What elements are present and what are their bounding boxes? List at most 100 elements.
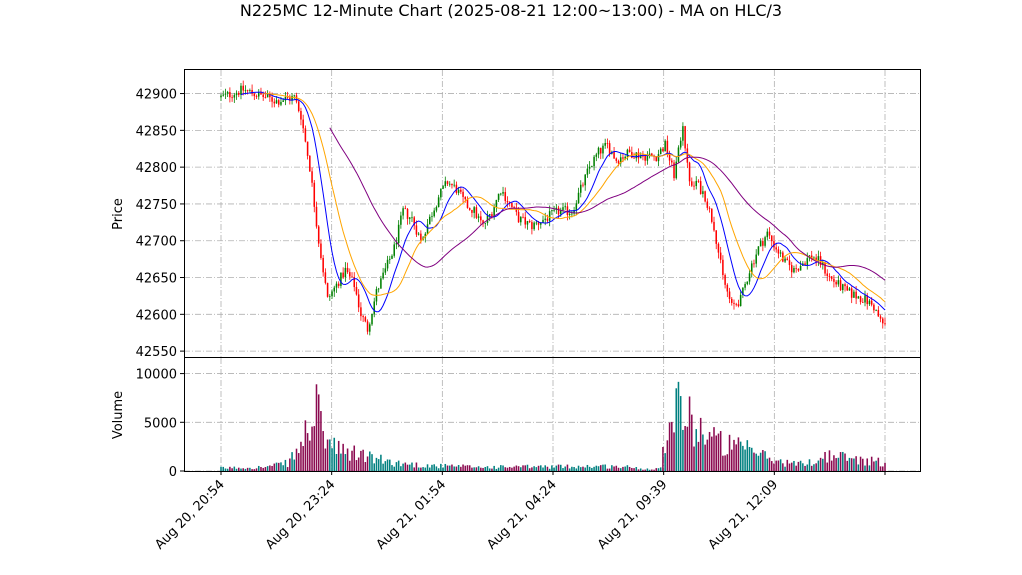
candle-body [810, 255, 813, 258]
candle-body [226, 91, 229, 94]
candle-body [699, 181, 702, 194]
volume-bar [540, 465, 542, 471]
volume-bar [460, 466, 462, 471]
candle-body [393, 244, 395, 256]
volume-bar [813, 464, 815, 471]
candle-body [291, 95, 293, 101]
volume-bar [346, 448, 349, 471]
volume-bar [548, 468, 551, 471]
candle-body [664, 140, 666, 152]
volume-bar [422, 467, 424, 471]
volume-bar [393, 466, 395, 471]
candle-body [551, 210, 553, 212]
candle-body [335, 283, 338, 288]
volume-bar [573, 467, 575, 471]
candle-body [280, 101, 282, 105]
candle-body [473, 207, 475, 213]
volume-bar [717, 433, 720, 471]
candle-body [619, 157, 622, 164]
volume-bar [815, 463, 817, 471]
volume-bar [511, 467, 513, 471]
candle-body [337, 283, 340, 286]
volume-bar [673, 432, 675, 471]
candle-body [799, 265, 802, 271]
candle-body [659, 148, 662, 155]
volume-bar [415, 462, 418, 471]
candle-body [830, 276, 833, 279]
volume-bar [420, 467, 422, 471]
candle-body [748, 273, 751, 282]
candle-body [484, 222, 487, 224]
volume-bar [220, 466, 222, 471]
volume-bar [646, 468, 649, 471]
volume-bar [362, 449, 364, 471]
volume-bar [695, 429, 698, 471]
volume-bar [606, 468, 609, 471]
candle-body [233, 95, 236, 98]
candle-body [446, 181, 449, 184]
volume-bar [784, 466, 786, 471]
volume-bar [655, 468, 658, 471]
candle-body [360, 307, 362, 317]
candle-body [617, 160, 620, 164]
candle-body [271, 97, 273, 102]
volume-bar [222, 466, 224, 471]
volume-bar [317, 394, 320, 471]
volume-bar [437, 468, 440, 471]
volume-bar [253, 469, 256, 471]
volume-bar [828, 450, 831, 471]
candle-body [311, 171, 313, 183]
candle-body [651, 153, 653, 156]
candle-body [639, 155, 642, 159]
candle-body [735, 303, 737, 305]
candle-body [646, 155, 649, 161]
candle-body [719, 252, 722, 260]
volume-bar [766, 458, 769, 471]
candle-body [564, 206, 566, 208]
candle-body [839, 280, 842, 291]
candle-body [768, 231, 771, 236]
candle-body [433, 210, 435, 217]
candle-body [599, 147, 602, 154]
candle-body [402, 208, 404, 216]
candle-body [477, 216, 480, 218]
candle-body [520, 216, 522, 223]
price-tick-label: 42800 [136, 161, 177, 176]
volume-bar [615, 465, 618, 471]
volume-bar [324, 448, 327, 471]
candle-body [668, 154, 671, 161]
volume-bar [417, 467, 420, 471]
candle-body [364, 317, 367, 322]
candle-body [604, 143, 606, 146]
volume-bar [773, 463, 775, 471]
price-tick-label: 42600 [136, 308, 177, 323]
candle-body [755, 254, 757, 264]
candle-body [635, 152, 638, 159]
candle-body [682, 126, 684, 141]
candle-body [773, 241, 775, 248]
volume-bar [369, 451, 371, 471]
candle-body [593, 156, 595, 167]
volume-bar [782, 463, 784, 471]
volume-bar [313, 426, 316, 471]
volume-bar [819, 457, 822, 471]
candle-body [457, 189, 460, 193]
candle-body [730, 298, 733, 303]
candle-body [482, 220, 484, 224]
candle-body [486, 215, 489, 223]
volume-bar [251, 469, 253, 471]
volume-bar [682, 429, 684, 471]
candle-body [688, 162, 691, 182]
volume-bar [724, 455, 726, 471]
volume-bar [306, 433, 309, 471]
volume-bar [528, 468, 531, 471]
volume-bar [284, 459, 287, 471]
candle-body [455, 184, 458, 193]
volume-bar [551, 465, 553, 471]
volume-bar [817, 460, 820, 471]
candle-body [224, 93, 227, 95]
candle-body [468, 207, 471, 210]
volume-bar [779, 459, 782, 471]
volume-bar [522, 465, 524, 471]
candle-body [870, 300, 873, 305]
